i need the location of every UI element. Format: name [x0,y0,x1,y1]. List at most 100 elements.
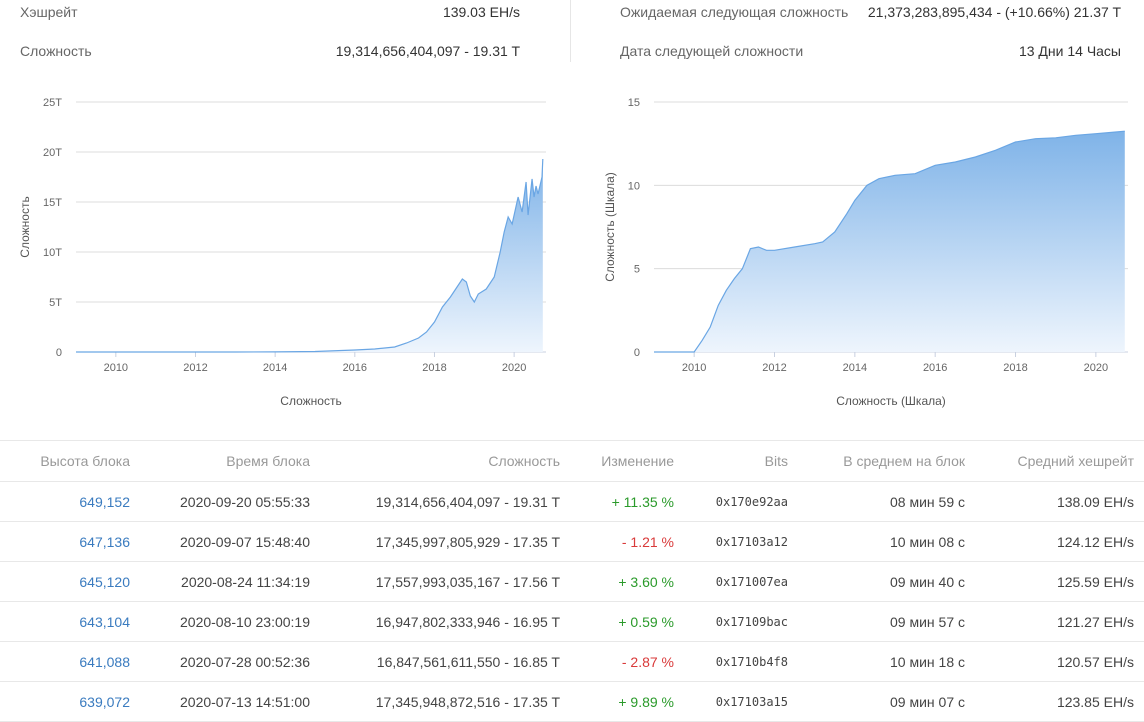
x-axis-title: Сложность [280,394,341,408]
y-tick-label: 5T [49,297,62,309]
y-tick-label: 15T [43,197,62,209]
table-row: 647,136 2020-09-07 15:48:40 17,345,997,805… [0,521,1144,562]
block-height-link[interactable]: 649,152 [79,493,130,510]
series-area [76,159,543,352]
block-time: 2020-08-10 23:00:19 [140,601,320,642]
y-tick-label: 10 [628,180,640,192]
block-bits: 0x171007ea [684,561,798,602]
col-header-change[interactable]: Изменение [570,440,684,482]
avg-hashrate: 138.09 EH/s [975,481,1144,522]
x-tick-label: 2014 [843,362,867,374]
cell-height: 645,120 [0,561,140,602]
y-tick-label: 0 [634,347,640,359]
avg-hashrate: 120.57 EH/s [975,641,1144,682]
block-difficulty: 19,314,656,404,097 - 19.31 T [320,481,570,522]
block-height-link[interactable]: 641,088 [79,653,130,670]
block-difficulty: 17,345,948,872,516 - 17.35 T [320,681,570,722]
block-time: 2020-07-28 00:52:36 [140,641,320,682]
x-tick-label: 2016 [923,362,947,374]
next-date-label: Дата следующей сложности [620,43,804,59]
table-row: 641,088 2020-07-28 00:52:36 16,847,561,611… [0,641,1144,682]
y-axis-title: Сложность [18,196,32,257]
next-difficulty-label: Ожидаемая следующая сложность [620,4,849,20]
x-tick-label: 2014 [263,362,287,374]
table-row: 639,072 2020-07-13 14:51:00 17,345,948,872… [0,681,1144,722]
difficulty-change: + 9.89 % [570,681,684,722]
col-header-difficulty[interactable]: Сложность [320,440,570,482]
block-bits: 0x1710b4f8 [684,641,798,682]
x-tick-label: 2018 [422,362,446,374]
difficulty-chart-svg: 0 5T 10T 15T 20T 25T 2010 2012 2014 2016 2018 2020 С… [18,97,546,408]
x-tick-label: 2010 [682,362,706,374]
col-header-time[interactable]: Время блока [140,440,320,482]
avg-block-time: 08 мин 59 с [798,481,975,522]
block-difficulty: 17,557,993,035,167 - 17.56 T [320,561,570,602]
x-tick-label: 2018 [1003,362,1027,374]
next-difficulty-value: 21,373,283,895,434 - (+10.66%) 21.37 T [867,4,1121,20]
block-time: 2020-09-20 05:55:33 [140,481,320,522]
y-tick-label: 0 [56,347,62,359]
y-tick-label: 15 [628,97,640,109]
block-height-link[interactable]: 639,072 [79,693,130,710]
avg-hashrate: 123.85 EH/s [975,681,1144,722]
block-height-link[interactable]: 643,104 [79,613,130,630]
avg-hashrate: 121.27 EH/s [975,601,1144,642]
block-difficulty: 16,847,561,611,550 - 16.85 T [320,641,570,682]
series-line [654,130,1125,353]
cell-height: 641,088 [0,641,140,682]
col-header-bits[interactable]: Bits [684,440,798,482]
y-tick-label: 5 [634,264,640,276]
cell-height: 639,072 [0,681,140,722]
block-bits: 0x17109bac [684,601,798,642]
series-area [654,131,1125,352]
x-axis-title: Сложность (Шкала) [836,394,946,408]
y-tick-label: 10T [43,247,62,259]
avg-block-time: 09 мин 07 с [798,681,975,722]
avg-block-time: 10 мин 08 с [798,521,975,562]
x-tick-label: 2020 [1084,362,1108,374]
block-bits: 0x17103a15 [684,681,798,722]
x-tick-label: 2016 [343,362,367,374]
block-height-link[interactable]: 647,136 [79,533,130,550]
table-header-row: Высота блока Время блока Сложность Измен… [0,440,1144,482]
next-date-value: 13 Дни 14 Часы [1018,43,1121,59]
block-time: 2020-09-07 15:48:40 [140,521,320,562]
avg-block-time: 09 мин 40 с [798,561,975,602]
difficulty-chart: 0 5T 10T 15T 20T 25T 2010 2012 2014 2016 2018 2020 С… [0,80,570,425]
difficulty-change: + 3.60 % [570,561,684,602]
x-tick-label: 2012 [762,362,786,374]
block-height-link[interactable]: 645,120 [79,573,130,590]
col-header-height[interactable]: Высота блока [0,440,140,482]
y-tick-label: 25T [43,97,62,109]
block-time: 2020-08-24 11:34:19 [140,561,320,602]
block-difficulty: 17,345,997,805,929 - 17.35 T [320,521,570,562]
x-tick-label: 2012 [183,362,207,374]
difficulty-value: 19,314,656,404,097 - 19.31 T [335,43,520,59]
col-header-avg-hashrate[interactable]: Средний хешрейт [975,440,1144,482]
hashrate-label: Хэшрейт [20,4,78,20]
series-line [76,158,544,353]
difficulty-history-table: Высота блока Время блока Сложность Измен… [0,440,1144,722]
cell-height: 643,104 [0,601,140,642]
table-row: 645,120 2020-08-24 11:34:19 17,557,993,035… [0,561,1144,602]
avg-block-time: 09 мин 57 с [798,601,975,642]
avg-hashrate: 125.59 EH/s [975,561,1144,602]
stats-divider [570,0,571,62]
difficulty-label: Сложность [20,43,92,59]
table-row: 649,152 2020-09-20 05:55:33 19,314,656,404… [0,481,1144,522]
cell-height: 649,152 [0,481,140,522]
difficulty-log-chart-svg: 0 5 10 15 2010 2012 2014 2016 2018 2020 Сложность … [603,97,1128,408]
difficulty-log-chart: 0 5 10 15 2010 2012 2014 2016 2018 2020 Сложность … [574,80,1144,425]
hashrate-value: 139.03 EH/s [442,4,520,20]
difficulty-change: - 1.21 % [570,521,684,562]
table-row: 643,104 2020-08-10 23:00:19 16,947,802,333… [0,601,1144,642]
col-header-avg-block-time[interactable]: В среднем на блок [798,440,975,482]
difficulty-change: - 2.87 % [570,641,684,682]
block-time: 2020-07-13 14:51:00 [140,681,320,722]
block-difficulty: 16,947,802,333,946 - 16.95 T [320,601,570,642]
x-tick-label: 2020 [502,362,526,374]
block-bits: 0x170e92aa [684,481,798,522]
block-bits: 0x17103a12 [684,521,798,562]
y-axis-title: Сложность (Шкала) [603,172,617,282]
difficulty-change: + 0.59 % [570,601,684,642]
